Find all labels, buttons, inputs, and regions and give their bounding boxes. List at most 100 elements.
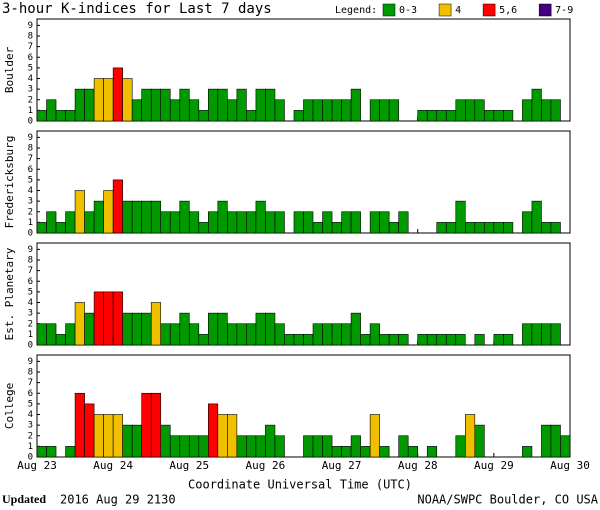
bar: [322, 323, 333, 346]
bar: [103, 414, 114, 458]
bar: [55, 110, 66, 122]
bar: [179, 435, 190, 458]
bar: [417, 110, 428, 122]
footer-time: 2016 Aug 29 2130: [60, 493, 176, 507]
bar: [131, 312, 142, 346]
bar: [122, 424, 133, 458]
bar: [141, 392, 152, 458]
y-tick-label: 1: [28, 106, 33, 116]
y-tick-label: 4: [28, 410, 33, 420]
bar: [274, 435, 285, 458]
bar: [293, 110, 304, 122]
bar: [236, 435, 247, 458]
bar: [369, 414, 380, 458]
bar: [208, 211, 219, 234]
bar: [550, 99, 561, 122]
bar: [246, 435, 257, 458]
bar: [341, 446, 352, 458]
bar: [169, 211, 181, 234]
bar: [227, 414, 238, 458]
bar: [160, 88, 171, 122]
bar: [36, 446, 47, 458]
bar: [455, 435, 466, 458]
x-tick-label: Aug 26: [246, 459, 286, 472]
bar: [312, 99, 323, 122]
bar: [503, 334, 514, 346]
chart-title: 3-hour K-indices for Last 7 days: [2, 1, 272, 17]
y-tick-label: 7: [28, 42, 33, 52]
legend-swatch: [438, 3, 452, 17]
x-tick-label: Aug 25: [169, 459, 209, 472]
bar: [379, 446, 390, 458]
bar: [293, 334, 304, 346]
bar: [550, 323, 561, 346]
y-tick-label: 7: [28, 266, 33, 276]
bar: [455, 200, 466, 234]
bar: [198, 334, 209, 346]
bar: [36, 222, 47, 234]
legend-label: 0-3: [399, 5, 417, 16]
bar: [531, 323, 542, 346]
bar: [274, 99, 285, 122]
bar: [160, 211, 171, 234]
bar: [131, 99, 142, 122]
bar: [398, 435, 409, 458]
y-tick-label: 4: [28, 74, 33, 84]
bar: [484, 110, 495, 122]
bar: [217, 312, 228, 346]
bar: [84, 403, 95, 458]
bar: [531, 200, 542, 234]
y-tick-label: 8: [28, 144, 33, 154]
bar: [255, 435, 266, 458]
y-tick-label: 4: [28, 186, 33, 196]
y-tick-label: 2: [28, 207, 33, 217]
bar: [265, 312, 276, 346]
x-tick-label: Aug 29: [474, 459, 514, 472]
bar: [293, 211, 304, 234]
bar: [160, 424, 171, 458]
bar: [65, 323, 76, 346]
bar: [217, 88, 228, 122]
bar: [503, 110, 514, 122]
bar: [112, 179, 123, 234]
bar: [169, 323, 181, 346]
bar: [274, 211, 285, 234]
bar: [541, 323, 552, 346]
y-tick-label: 8: [28, 256, 33, 266]
bar: [322, 99, 333, 122]
bar: [255, 200, 266, 234]
y-tick-label: 0: [28, 229, 33, 239]
bar: [522, 99, 533, 122]
y-tick-label: 2: [28, 95, 33, 105]
bar: [350, 312, 361, 346]
bar: [74, 392, 85, 458]
bar: [322, 211, 333, 234]
bar: [169, 99, 181, 122]
bar: [46, 211, 57, 234]
bar: [112, 414, 123, 458]
bar: [227, 211, 238, 234]
bar: [360, 446, 371, 458]
y-tick-label: 6: [28, 165, 33, 175]
bar: [331, 446, 342, 458]
bar: [455, 334, 466, 346]
bar: [112, 291, 123, 346]
bar: [208, 403, 219, 458]
bar: [436, 334, 447, 346]
bar: [198, 110, 209, 122]
bar: [341, 211, 352, 234]
bar: [246, 110, 257, 122]
bar: [560, 435, 571, 458]
bar: [445, 222, 457, 234]
bar: [550, 222, 561, 234]
y-tick-label: 8: [28, 32, 33, 42]
bar: [188, 323, 200, 346]
y-tick-label: 5: [28, 399, 33, 409]
bar: [388, 99, 399, 122]
bar: [65, 211, 76, 234]
bar: [398, 211, 409, 234]
bar: [407, 446, 419, 458]
bar: [150, 88, 162, 122]
legend-label: 4: [455, 5, 461, 16]
